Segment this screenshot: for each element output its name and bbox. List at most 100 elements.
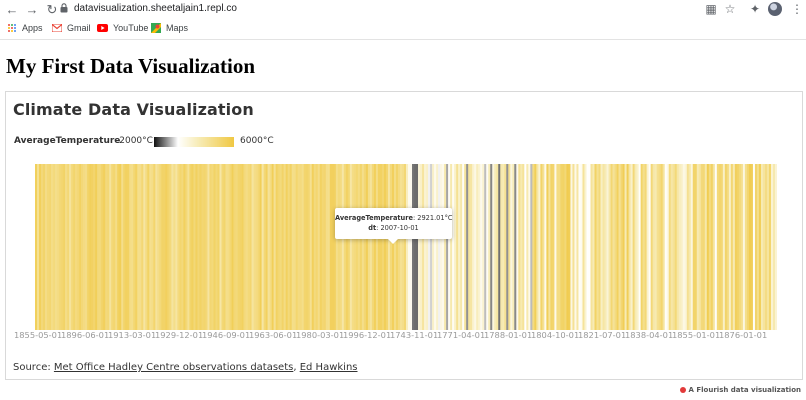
temperature-stripe[interactable] [416, 164, 419, 330]
temperature-stripe[interactable] [618, 164, 621, 330]
temperature-stripe[interactable] [542, 164, 545, 330]
temperature-stripe[interactable] [758, 164, 762, 330]
temperature-stripe[interactable] [189, 164, 192, 330]
temperature-stripe[interactable] [355, 164, 359, 330]
temperature-stripe[interactable] [690, 164, 694, 330]
star-bookmark-icon[interactable]: ☆ [724, 2, 736, 16]
temperature-stripe[interactable] [428, 164, 431, 330]
temperature-stripe[interactable] [225, 164, 228, 330]
temperature-stripe[interactable] [159, 164, 162, 330]
temperature-stripe[interactable] [269, 164, 272, 330]
temperature-stripe[interactable] [341, 164, 345, 330]
temperature-stripe[interactable] [367, 164, 371, 330]
temperature-stripe[interactable] [319, 164, 323, 330]
temperature-stripe[interactable] [273, 164, 276, 330]
temperature-stripe[interactable] [43, 164, 46, 330]
temperature-stripe[interactable] [393, 164, 397, 330]
temperature-stripe[interactable] [147, 164, 150, 330]
temperature-stripe[interactable] [728, 164, 732, 330]
temperature-stripe[interactable] [572, 164, 575, 330]
flourish-credit[interactable]: A Flourish data visualization [679, 386, 801, 394]
temperature-stripe[interactable] [51, 164, 54, 330]
temperature-stripe[interactable] [195, 164, 198, 330]
temperature-stripe[interactable] [582, 164, 585, 330]
temperature-stripe[interactable] [764, 164, 768, 330]
temperature-stripe[interactable] [347, 164, 351, 330]
temperature-stripe[interactable] [167, 164, 170, 330]
temperature-stripe[interactable] [722, 164, 726, 330]
temperature-stripe[interactable] [726, 164, 730, 330]
temperature-stripe[interactable] [774, 164, 777, 330]
temperature-stripe[interactable] [560, 164, 563, 330]
temperature-stripe[interactable] [93, 164, 96, 330]
temperature-stripe[interactable] [614, 164, 617, 330]
temperature-stripe[interactable] [395, 164, 399, 330]
temperature-stripe[interactable] [361, 164, 365, 330]
temperature-stripe[interactable] [97, 164, 100, 330]
temperature-stripe[interactable] [590, 164, 593, 330]
temperature-stripe[interactable] [383, 164, 387, 330]
address-bar[interactable]: datavisualization.sheetaljain1.repl.co [74, 3, 237, 14]
temperature-stripe[interactable] [117, 164, 120, 330]
temperature-stripe[interactable] [157, 164, 160, 330]
temperature-stripe[interactable] [754, 164, 758, 330]
temperature-stripe[interactable] [678, 164, 682, 330]
temperature-stripe[interactable] [137, 164, 140, 330]
temperature-stripe[interactable] [472, 164, 475, 330]
temperature-stripe[interactable] [462, 164, 465, 330]
temperature-stripe[interactable] [482, 164, 485, 330]
temperature-stripe[interactable] [452, 164, 455, 330]
temperature-stripe[interactable] [99, 164, 102, 330]
temperature-stripe[interactable] [506, 164, 509, 330]
temperature-stripe[interactable] [432, 164, 435, 330]
temperature-stripe[interactable] [540, 164, 543, 330]
temperature-stripe[interactable] [83, 164, 86, 330]
temperature-stripe[interactable] [750, 164, 754, 330]
temperature-stripe[interactable] [307, 164, 311, 330]
temperature-stripe[interactable] [698, 164, 702, 330]
temperature-stripe[interactable] [654, 164, 657, 330]
temperature-stripe[interactable] [55, 164, 58, 330]
temperature-stripe[interactable] [35, 164, 38, 330]
temperature-stripe[interactable] [536, 164, 539, 330]
temperature-stripe[interactable] [478, 164, 481, 330]
temperature-stripe[interactable] [75, 164, 78, 330]
temperature-stripe[interactable] [710, 164, 714, 330]
temperature-stripe[interactable] [706, 164, 710, 330]
temperature-stripe[interactable] [345, 164, 349, 330]
temperature-stripe[interactable] [504, 164, 507, 330]
temperature-stripe[interactable] [305, 164, 309, 330]
temperature-stripe[interactable] [179, 164, 182, 330]
temperature-stripe[interactable] [133, 164, 136, 330]
temperature-stripe[interactable] [448, 164, 451, 330]
temperature-stripe[interactable] [406, 164, 409, 330]
temperature-stripe[interactable] [221, 164, 224, 330]
temperature-stripe[interactable] [249, 164, 252, 330]
temperature-stripe[interactable] [426, 164, 429, 330]
temperature-stripe[interactable] [578, 164, 581, 330]
temperature-stripe[interactable] [528, 164, 531, 330]
temperature-stripe[interactable] [277, 164, 280, 330]
temperature-stripe[interactable] [460, 164, 463, 330]
temperature-stripe[interactable] [742, 164, 746, 330]
temperature-stripe[interactable] [608, 164, 611, 330]
temperature-stripe[interactable] [650, 164, 653, 330]
temperature-stripe[interactable] [173, 164, 176, 330]
temperature-stripe[interactable] [738, 164, 742, 330]
temperature-stripe[interactable] [664, 164, 668, 330]
temperature-stripe[interactable] [756, 164, 760, 330]
temperature-stripe[interactable] [444, 164, 447, 330]
temperature-stripe[interactable] [612, 164, 615, 330]
temperature-stripe[interactable] [680, 164, 684, 330]
temperature-stripe[interactable] [201, 164, 204, 330]
temperature-stripe[interactable] [752, 164, 756, 330]
temperature-stripe[interactable] [632, 164, 635, 330]
temperature-stripe[interactable] [283, 164, 286, 330]
temperature-stripe[interactable] [420, 164, 423, 330]
temperature-stripe[interactable] [339, 164, 343, 330]
temperature-stripe[interactable] [123, 164, 126, 330]
temperature-stripe[interactable] [670, 164, 674, 330]
temperature-stripe[interactable] [315, 164, 319, 330]
temperature-stripe[interactable] [377, 164, 381, 330]
temperature-stripe[interactable] [718, 164, 722, 330]
